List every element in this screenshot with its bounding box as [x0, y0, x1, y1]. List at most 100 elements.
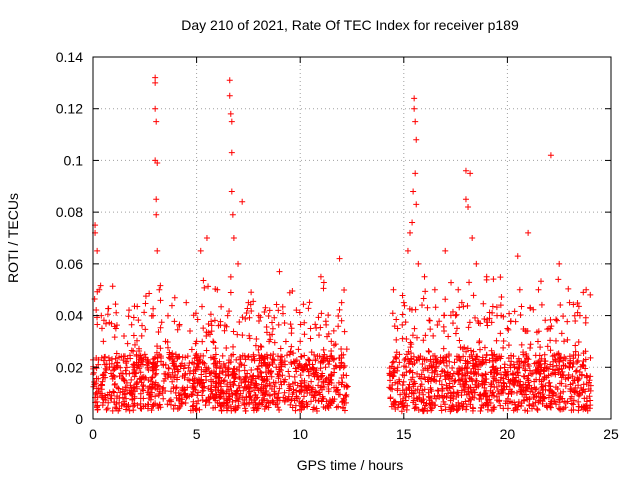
data-point — [339, 398, 346, 405]
data-point — [442, 296, 449, 303]
data-point — [580, 289, 587, 296]
data-point — [513, 365, 520, 372]
data-point — [442, 247, 449, 254]
data-point — [412, 118, 419, 125]
data-point — [438, 368, 445, 375]
data-point — [575, 392, 582, 399]
data-point — [497, 330, 504, 337]
data-point — [271, 339, 278, 346]
data-point — [217, 393, 224, 400]
data-point — [575, 407, 582, 414]
data-point — [142, 326, 149, 333]
data-point — [499, 387, 506, 394]
data-point — [343, 346, 350, 353]
data-point — [187, 407, 194, 414]
data-point — [478, 404, 485, 411]
data-point — [123, 364, 130, 371]
data-point — [331, 342, 338, 349]
data-point — [315, 382, 322, 389]
data-point — [458, 400, 465, 407]
data-point — [436, 318, 443, 325]
data-point — [111, 381, 118, 388]
data-point — [553, 316, 560, 323]
data-point — [408, 387, 415, 394]
data-point — [200, 325, 207, 332]
data-point — [145, 376, 152, 383]
data-point — [529, 400, 536, 407]
data-point — [570, 301, 577, 308]
data-point — [429, 369, 436, 376]
data-point — [442, 406, 449, 413]
data-point — [399, 321, 406, 328]
data-point — [500, 380, 507, 387]
data-point — [457, 357, 464, 364]
data-point — [107, 395, 114, 402]
data-point — [408, 341, 415, 348]
data-point — [424, 304, 431, 311]
data-point — [453, 393, 460, 400]
data-point — [325, 374, 332, 381]
data-point — [255, 405, 262, 412]
data-point — [186, 377, 193, 384]
data-point — [202, 398, 209, 405]
data-point — [275, 307, 282, 314]
data-point — [171, 363, 178, 370]
data-point — [125, 403, 132, 410]
data-point — [399, 381, 406, 388]
data-point — [269, 361, 276, 368]
data-point — [480, 372, 487, 379]
data-point — [404, 402, 411, 409]
data-point — [537, 393, 544, 400]
data-point — [566, 363, 573, 370]
data-point — [268, 367, 275, 374]
data-point — [435, 387, 442, 394]
data-point — [246, 332, 253, 339]
data-point — [536, 370, 543, 377]
data-point — [131, 388, 138, 395]
data-point — [109, 407, 116, 414]
data-point — [445, 352, 452, 359]
data-point — [205, 283, 212, 290]
data-point — [393, 336, 400, 343]
data-point — [157, 282, 164, 289]
data-point — [265, 367, 272, 374]
data-point — [470, 386, 477, 393]
data-point — [124, 355, 131, 362]
data-point — [258, 344, 265, 351]
data-point — [270, 351, 277, 358]
data-point — [396, 351, 403, 358]
data-point — [489, 303, 496, 310]
data-point — [313, 408, 320, 415]
data-point — [399, 292, 406, 299]
data-point — [341, 396, 348, 403]
data-point — [94, 321, 101, 328]
data-point — [224, 368, 231, 375]
data-point — [128, 376, 135, 383]
data-point — [489, 364, 496, 371]
data-point — [300, 301, 307, 308]
data-point — [273, 400, 280, 407]
data-point — [93, 307, 100, 314]
data-point — [475, 371, 482, 378]
data-point — [543, 403, 550, 410]
data-point — [320, 279, 327, 286]
data-point — [535, 286, 542, 293]
data-point — [297, 338, 304, 345]
data-point — [506, 310, 513, 317]
data-point — [469, 355, 476, 362]
data-point — [455, 365, 462, 372]
data-point — [281, 379, 288, 386]
data-point — [254, 373, 261, 380]
data-point — [511, 308, 518, 315]
data-point — [560, 388, 567, 395]
data-point — [240, 400, 247, 407]
data-point — [391, 365, 398, 372]
data-point — [219, 369, 226, 376]
data-point — [130, 332, 137, 339]
data-point — [322, 318, 329, 325]
data-point — [470, 348, 477, 355]
data-point — [438, 407, 445, 414]
data-point — [210, 339, 217, 346]
data-point — [552, 367, 559, 374]
x-axis-label: GPS time / hours — [297, 457, 404, 473]
